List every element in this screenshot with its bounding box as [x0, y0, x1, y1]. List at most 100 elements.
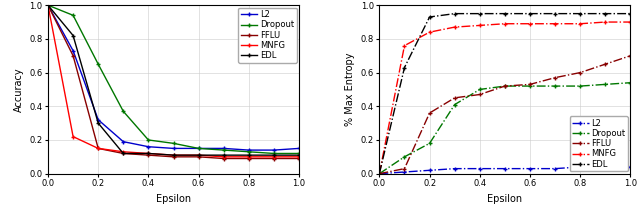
MNFG	[170, 154, 177, 156]
EDL	[145, 152, 152, 155]
EDL	[69, 34, 77, 37]
Line: MNFG: MNFG	[377, 20, 633, 176]
Legend: L2, Dropout, FFLU, MNFG, EDL: L2, Dropout, FFLU, MNFG, EDL	[238, 8, 296, 63]
EDL	[170, 154, 177, 156]
MNFG	[94, 147, 102, 150]
Dropout	[451, 103, 458, 106]
MNFG	[295, 156, 303, 158]
MNFG	[526, 22, 534, 25]
EDL	[602, 12, 609, 15]
Dropout	[295, 152, 303, 155]
Dropout	[376, 172, 383, 175]
EDL	[195, 154, 202, 156]
FFLU	[195, 156, 202, 158]
MNFG	[451, 26, 458, 28]
Dropout	[426, 142, 433, 145]
MNFG	[44, 4, 52, 6]
FFLU	[94, 147, 102, 150]
MNFG	[551, 22, 559, 25]
L2	[401, 171, 408, 173]
L2	[501, 167, 509, 170]
L2	[577, 166, 584, 168]
L2	[627, 166, 634, 168]
EDL	[627, 12, 634, 15]
Dropout	[245, 151, 253, 153]
FFLU	[476, 93, 484, 96]
EDL	[526, 12, 534, 15]
Dropout	[270, 152, 278, 155]
Line: FFLU: FFLU	[377, 53, 633, 176]
L2	[170, 147, 177, 150]
MNFG	[120, 151, 127, 153]
EDL	[44, 4, 52, 6]
L2	[526, 167, 534, 170]
EDL	[120, 152, 127, 155]
FFLU	[627, 54, 634, 57]
MNFG	[501, 22, 509, 25]
FFLU	[170, 156, 177, 158]
L2	[295, 147, 303, 150]
Dropout	[551, 85, 559, 87]
EDL	[577, 12, 584, 15]
Line: EDL: EDL	[45, 3, 301, 158]
FFLU	[120, 152, 127, 155]
Line: L2: L2	[45, 3, 301, 152]
MNFG	[270, 156, 278, 158]
MNFG	[69, 135, 77, 138]
MNFG	[376, 172, 383, 175]
Dropout	[145, 139, 152, 141]
Line: Dropout: Dropout	[45, 3, 301, 156]
Legend: L2, Dropout, FFLU, MNFG, EDL: L2, Dropout, FFLU, MNFG, EDL	[570, 116, 628, 171]
MNFG	[602, 21, 609, 23]
Dropout	[69, 14, 77, 17]
Line: FFLU: FFLU	[45, 3, 301, 161]
L2	[120, 140, 127, 143]
MNFG	[577, 22, 584, 25]
EDL	[245, 154, 253, 156]
Dropout	[44, 4, 52, 6]
EDL	[376, 172, 383, 175]
Y-axis label: Accuracy: Accuracy	[13, 67, 24, 112]
Y-axis label: % Max Entropy: % Max Entropy	[345, 53, 355, 126]
FFLU	[220, 157, 228, 160]
L2	[376, 172, 383, 175]
Line: EDL: EDL	[377, 11, 633, 176]
Dropout	[476, 88, 484, 91]
FFLU	[145, 154, 152, 156]
MNFG	[426, 31, 433, 33]
FFLU	[401, 167, 408, 170]
EDL	[426, 16, 433, 18]
FFLU	[295, 157, 303, 160]
EDL	[220, 154, 228, 156]
MNFG	[245, 156, 253, 158]
L2	[94, 119, 102, 121]
FFLU	[602, 63, 609, 65]
X-axis label: Epsilon: Epsilon	[156, 194, 191, 204]
MNFG	[476, 24, 484, 27]
EDL	[295, 154, 303, 156]
Dropout	[627, 82, 634, 84]
FFLU	[376, 172, 383, 175]
Dropout	[120, 110, 127, 113]
Dropout	[602, 83, 609, 86]
MNFG	[401, 44, 408, 47]
MNFG	[627, 21, 634, 23]
EDL	[451, 12, 458, 15]
Line: MNFG: MNFG	[45, 3, 301, 159]
FFLU	[551, 76, 559, 79]
Dropout	[195, 147, 202, 150]
FFLU	[245, 157, 253, 160]
FFLU	[501, 85, 509, 87]
L2	[145, 145, 152, 148]
Dropout	[401, 156, 408, 158]
FFLU	[270, 157, 278, 160]
Dropout	[220, 149, 228, 151]
Dropout	[577, 85, 584, 87]
EDL	[94, 122, 102, 124]
L2	[451, 167, 458, 170]
L2	[69, 50, 77, 52]
MNFG	[195, 154, 202, 156]
L2	[220, 147, 228, 150]
L2	[245, 149, 253, 151]
L2	[602, 166, 609, 168]
